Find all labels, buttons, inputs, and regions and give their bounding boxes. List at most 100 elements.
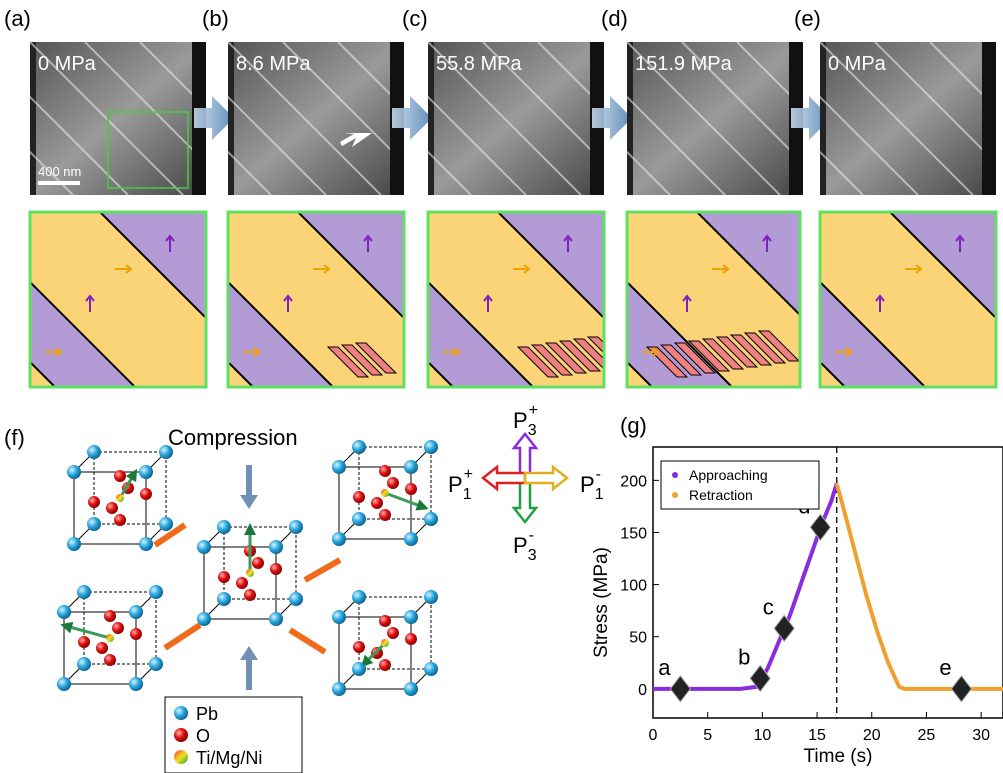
oxygen xyxy=(270,563,282,575)
x-tick-label: 30 xyxy=(972,727,990,744)
marker-diamond xyxy=(810,514,830,540)
legend-swatch xyxy=(174,750,188,764)
lead xyxy=(424,512,438,526)
marker-diamond xyxy=(774,615,794,641)
p-sup: + xyxy=(464,466,473,483)
lead xyxy=(129,677,143,691)
lead xyxy=(77,657,91,671)
unit-cell xyxy=(332,440,438,546)
marker-label: c xyxy=(763,594,774,619)
legend-swatch xyxy=(174,728,188,742)
x-tick-label: 10 xyxy=(753,727,771,744)
polarization-arrow xyxy=(385,493,423,507)
legend-swatch xyxy=(672,472,678,478)
marker-diamond xyxy=(670,676,690,702)
lead xyxy=(424,590,438,604)
b-site xyxy=(381,489,389,497)
p-base: P xyxy=(580,472,595,497)
lead xyxy=(404,610,418,624)
marker-label: b xyxy=(738,644,750,669)
figure: (a)0 MPa(b)8.6 MPa(c)55.8 MPa(d)151.9 MP… xyxy=(0,0,1003,773)
lead xyxy=(332,460,346,474)
stress-label: 8.6 MPa xyxy=(236,53,311,75)
p-sup: - xyxy=(529,527,534,544)
b-site xyxy=(106,634,114,642)
lead xyxy=(424,662,438,676)
lead xyxy=(87,517,101,531)
stress-label: 0 MPa xyxy=(38,53,97,75)
panel-label: (c) xyxy=(402,6,428,31)
p-sup: + xyxy=(529,402,538,419)
oxygen xyxy=(88,496,100,508)
oxygen xyxy=(387,477,399,489)
p-sup: - xyxy=(596,466,601,483)
lead xyxy=(352,590,366,604)
polarization-arrow xyxy=(66,626,110,638)
lead xyxy=(269,540,283,554)
oxygen xyxy=(379,509,391,521)
lead xyxy=(332,610,346,624)
lead xyxy=(149,585,163,599)
p-sub: 3 xyxy=(528,422,537,439)
p3minus-arrow xyxy=(514,478,536,522)
panel-label: (b) xyxy=(202,6,229,31)
lead xyxy=(352,440,366,454)
oxygen xyxy=(114,514,126,526)
y-tick-label: 150 xyxy=(620,525,647,542)
image-edge xyxy=(627,42,633,195)
orange-arrow xyxy=(305,560,340,580)
x-tick-label: 15 xyxy=(808,727,826,744)
oxygen xyxy=(379,615,391,627)
lead xyxy=(87,445,101,459)
lead xyxy=(77,585,91,599)
series-line xyxy=(837,483,1003,688)
lead xyxy=(57,677,71,691)
polarization-label: P1+ xyxy=(448,466,473,503)
p3plus-arrow xyxy=(514,434,536,478)
orange-arrow xyxy=(165,625,200,648)
lead xyxy=(159,445,173,459)
marker-label: e xyxy=(939,655,951,680)
oxygen xyxy=(353,641,365,653)
panel-label: (f) xyxy=(4,425,25,450)
lead xyxy=(332,532,346,546)
legend-swatch xyxy=(672,492,678,498)
y-tick-label: 200 xyxy=(620,473,647,490)
oxygen xyxy=(379,465,391,477)
lead xyxy=(289,592,303,606)
lead xyxy=(197,540,211,554)
scale-bar-label: 400 nm xyxy=(38,164,81,179)
b-site xyxy=(116,494,124,502)
lead xyxy=(217,592,231,606)
x-tick-label: 25 xyxy=(918,727,936,744)
p1minus-arrow xyxy=(525,467,567,489)
y-tick-label: 0 xyxy=(638,682,647,699)
y-tick-label: 100 xyxy=(620,578,647,595)
compression-arrow xyxy=(240,465,258,509)
oxygen xyxy=(114,470,126,482)
p-base: P xyxy=(513,408,528,433)
image-edge xyxy=(982,42,996,195)
p-base: P xyxy=(513,533,528,558)
oxygen xyxy=(236,577,248,589)
x-tick-label: 5 xyxy=(703,727,712,744)
lead xyxy=(139,465,153,479)
image-edge xyxy=(30,42,36,195)
oxygen xyxy=(387,627,399,639)
p-sub: 3 xyxy=(528,547,537,564)
image-edge xyxy=(228,42,234,195)
oxygen xyxy=(353,491,365,503)
lead xyxy=(404,532,418,546)
x-tick-label: 20 xyxy=(863,727,881,744)
oxygen xyxy=(130,628,142,640)
compression-arrow xyxy=(240,646,258,690)
lead xyxy=(217,520,231,534)
b-site xyxy=(381,639,389,647)
y-axis-label: Stress (MPa) xyxy=(591,547,612,658)
p-sub: 1 xyxy=(463,486,472,503)
oxygen xyxy=(104,610,116,622)
panel-label: (e) xyxy=(794,6,821,31)
oxygen xyxy=(78,636,90,648)
image-edge xyxy=(428,42,434,195)
oxygen xyxy=(112,622,124,634)
